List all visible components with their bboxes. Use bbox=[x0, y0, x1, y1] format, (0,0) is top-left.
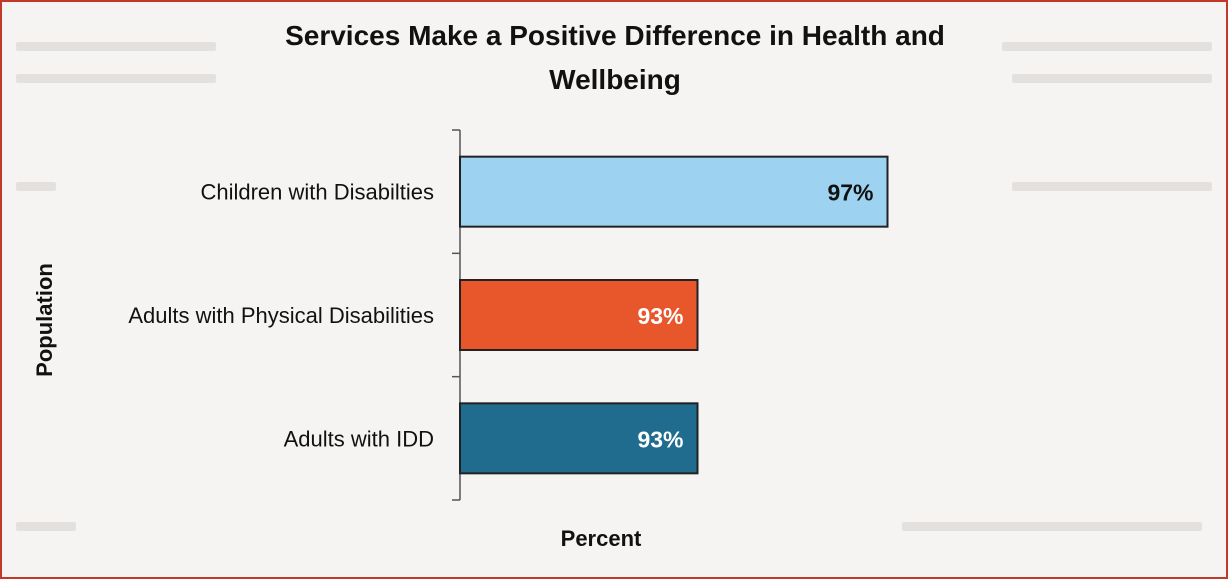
bar bbox=[459, 155, 889, 228]
bar bbox=[459, 402, 699, 475]
data-label: 93% bbox=[637, 426, 683, 452]
category-label: Adults with IDD bbox=[284, 426, 434, 451]
category-label: Children with Disabilties bbox=[200, 180, 434, 205]
data-label: 93% bbox=[637, 303, 683, 329]
chart-title: Services Make a Positive Difference in H… bbox=[285, 20, 945, 95]
data-label: 97% bbox=[827, 180, 873, 206]
x-axis-title: Percent bbox=[561, 526, 642, 551]
category-label: Adults with Physical Disabilities bbox=[128, 303, 434, 328]
y-axis-title: Population bbox=[32, 263, 57, 377]
bar bbox=[459, 279, 699, 351]
